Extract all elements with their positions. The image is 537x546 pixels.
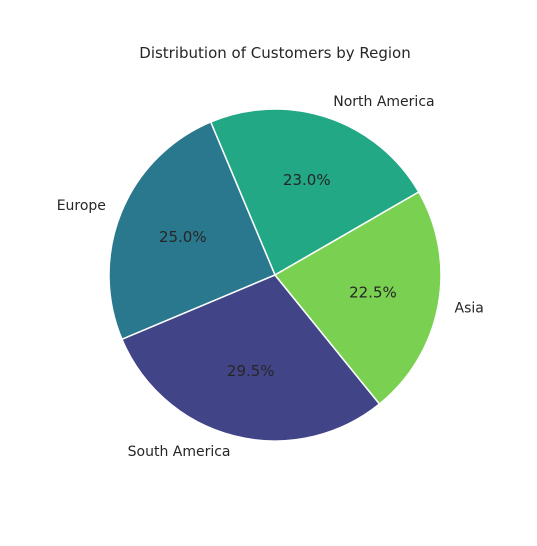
- slice-label-south-america: South America: [128, 444, 231, 460]
- pie-slice-asia: [273, 190, 442, 406]
- slice-labels: North America Europe South America Asia: [57, 94, 484, 460]
- slice-label-asia: Asia: [455, 300, 484, 316]
- slice-percent-labels: 23.0% 25.0% 29.5% 22.5%: [159, 171, 397, 380]
- slice-label-europe: Europe: [57, 198, 106, 214]
- pie-slice-europe: [108, 120, 276, 341]
- slice-percent-south-america: 29.5%: [227, 362, 275, 380]
- pie-slice-south-america: [120, 274, 381, 442]
- slice-percent-north-america: 23.0%: [283, 171, 331, 189]
- slice-label-north-america: North America: [333, 94, 434, 110]
- pie-slice-north-america: [209, 108, 420, 277]
- slice-percent-europe: 25.0%: [159, 228, 207, 246]
- chart-title: Distribution of Customers by Region: [139, 44, 411, 62]
- slice-percent-asia: 22.5%: [349, 284, 397, 302]
- pie-slices: [108, 108, 442, 442]
